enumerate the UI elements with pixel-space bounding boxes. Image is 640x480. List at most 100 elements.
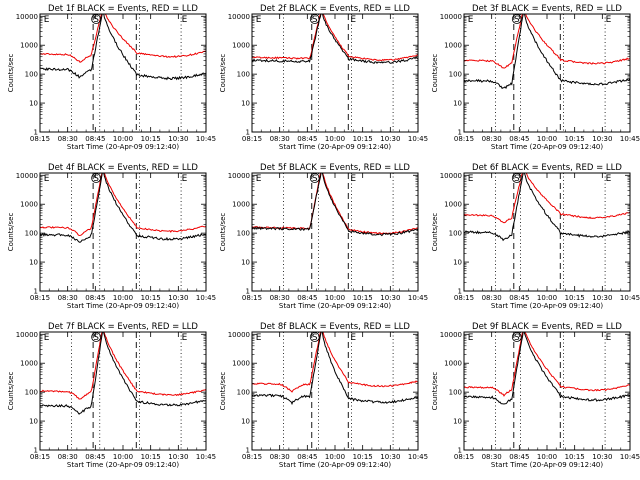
- x-tick-label: 10:30: [168, 135, 188, 143]
- lld-series-line: [40, 173, 206, 237]
- start-marker-circle: [309, 173, 320, 183]
- x-tick-label: 10:45: [196, 453, 216, 461]
- y-tick-label: 10: [29, 100, 38, 108]
- lld-series-line: [464, 173, 630, 224]
- y-tick-label: 10: [29, 418, 38, 426]
- interval-marker-letter: S: [514, 174, 520, 184]
- y-tick-label: 100: [25, 230, 38, 238]
- y-tick-label: 1000: [20, 201, 38, 209]
- interval-marker-letter: S: [93, 174, 99, 184]
- x-axis-label: Start Time (20-Apr-09 09:12:40): [279, 461, 391, 469]
- detector-panel: 1 10 100 1000 10000 08:15 08:30 08:45 10:00 10:15…: [431, 4, 640, 151]
- lld-series-line: [40, 14, 206, 63]
- interval-marker-letter: E: [44, 174, 50, 184]
- y-tick-label: 10000: [228, 331, 250, 339]
- y-tick-label: 10000: [228, 13, 250, 21]
- y-tick-label: 1: [34, 447, 38, 455]
- x-axis-label: Start Time (20-Apr-09 09:12:40): [67, 302, 179, 310]
- events-series-line: [40, 173, 206, 243]
- y-axis-label: Counts/sec: [219, 372, 227, 411]
- events-series-line: [464, 14, 630, 90]
- x-tick-label: 08:30: [482, 135, 502, 143]
- panel-title: Det 3f BLACK = Events, RED = LLD: [472, 4, 622, 14]
- x-tick-label: 10:00: [325, 294, 345, 302]
- y-tick-label: 1000: [444, 360, 462, 368]
- x-axis-label: Start Time (20-Apr-09 09:12:40): [491, 143, 603, 151]
- panel-title: Det 5f BLACK = Events, RED = LLD: [260, 163, 410, 173]
- panel-title: Det 6f BLACK = Events, RED = LLD: [472, 163, 622, 173]
- x-axis-label: Start Time (20-Apr-09 09:12:40): [491, 461, 603, 469]
- x-tick-label: 10:00: [325, 453, 345, 461]
- y-tick-label: 100: [237, 230, 250, 238]
- interval-marker-letter: E: [606, 333, 612, 343]
- y-tick-label: 100: [237, 389, 250, 397]
- interval-marker-letter: E: [350, 333, 356, 343]
- events-series-line: [252, 332, 418, 406]
- y-tick-label: 1000: [444, 201, 462, 209]
- interval-marker-letter: E: [256, 174, 262, 184]
- y-tick-label: 10: [29, 259, 38, 267]
- x-tick-label: 08:30: [482, 453, 502, 461]
- x-tick-label: 10:15: [141, 294, 161, 302]
- x-tick-label: 10:00: [537, 453, 557, 461]
- y-axis-label: Counts/sec: [431, 372, 439, 411]
- x-tick-label: 10:45: [620, 135, 640, 143]
- y-tick-label: 10000: [16, 172, 38, 180]
- x-tick-label: 10:15: [353, 294, 373, 302]
- y-tick-label: 10000: [440, 172, 462, 180]
- detector-panel: 1 10 100 1000 10000 08:15 08:30 08:45 10:00 10:15…: [7, 4, 216, 151]
- x-tick-label: 10:30: [168, 453, 188, 461]
- x-tick-label: 08:15: [242, 453, 262, 461]
- lld-series-line: [40, 332, 206, 400]
- lld-series-line: [252, 332, 418, 393]
- start-marker-circle: [91, 14, 102, 24]
- x-tick-label: 08:30: [482, 294, 502, 302]
- x-tick-label: 10:45: [620, 453, 640, 461]
- x-axis-label: Start Time (20-Apr-09 09:12:40): [279, 302, 391, 310]
- y-tick-label: 1: [246, 288, 250, 296]
- x-tick-label: 10:15: [141, 135, 161, 143]
- x-tick-label: 10:15: [353, 453, 373, 461]
- interval-marker-letter: E: [606, 174, 612, 184]
- y-axis-label: Counts/sec: [7, 213, 15, 252]
- x-tick-label: 10:45: [196, 135, 216, 143]
- x-tick-label: 08:15: [242, 294, 262, 302]
- y-tick-label: 1000: [20, 360, 38, 368]
- y-tick-label: 1000: [232, 201, 250, 209]
- interval-marker-letter: E: [468, 333, 474, 343]
- x-tick-label: 08:45: [509, 294, 529, 302]
- x-tick-label: 08:15: [30, 294, 50, 302]
- interval-marker-letter: E: [256, 333, 262, 343]
- x-tick-label: 10:30: [168, 294, 188, 302]
- x-tick-label: 10:30: [592, 135, 612, 143]
- x-tick-label: 10:45: [408, 135, 428, 143]
- x-tick-label: 10:15: [141, 453, 161, 461]
- x-tick-label: 10:45: [408, 453, 428, 461]
- x-tick-label: 10:15: [353, 135, 373, 143]
- x-tick-label: 08:45: [509, 135, 529, 143]
- events-series-line: [464, 173, 630, 242]
- interval-marker-letter: E: [606, 15, 612, 25]
- panel-title: Det 8f BLACK = Events, RED = LLD: [260, 322, 410, 332]
- y-tick-label: 1000: [444, 42, 462, 50]
- x-tick-label: 08:45: [85, 453, 105, 461]
- y-tick-label: 10000: [440, 13, 462, 21]
- y-tick-label: 100: [237, 71, 250, 79]
- interval-marker-letter: E: [44, 333, 50, 343]
- detector-panel: 1 10 100 1000 10000 08:15 08:30 08:45 10:00 10:15…: [431, 163, 640, 310]
- x-tick-label: 10:30: [380, 135, 400, 143]
- y-tick-label: 100: [25, 389, 38, 397]
- y-tick-label: 10000: [16, 13, 38, 21]
- y-tick-label: 10: [453, 100, 462, 108]
- y-tick-label: 100: [449, 71, 462, 79]
- x-tick-label: 10:45: [196, 294, 216, 302]
- lld-series-line: [464, 332, 630, 397]
- x-tick-label: 08:45: [297, 135, 317, 143]
- x-tick-label: 10:15: [565, 294, 585, 302]
- x-tick-label: 08:45: [85, 135, 105, 143]
- x-tick-label: 10:30: [380, 294, 400, 302]
- detector-panel: 1 10 100 1000 10000 08:15 08:30 08:45 10:00 10:15…: [431, 322, 640, 469]
- y-tick-label: 1: [34, 129, 38, 137]
- x-tick-label: 08:15: [454, 135, 474, 143]
- y-axis-label: Counts/sec: [431, 213, 439, 252]
